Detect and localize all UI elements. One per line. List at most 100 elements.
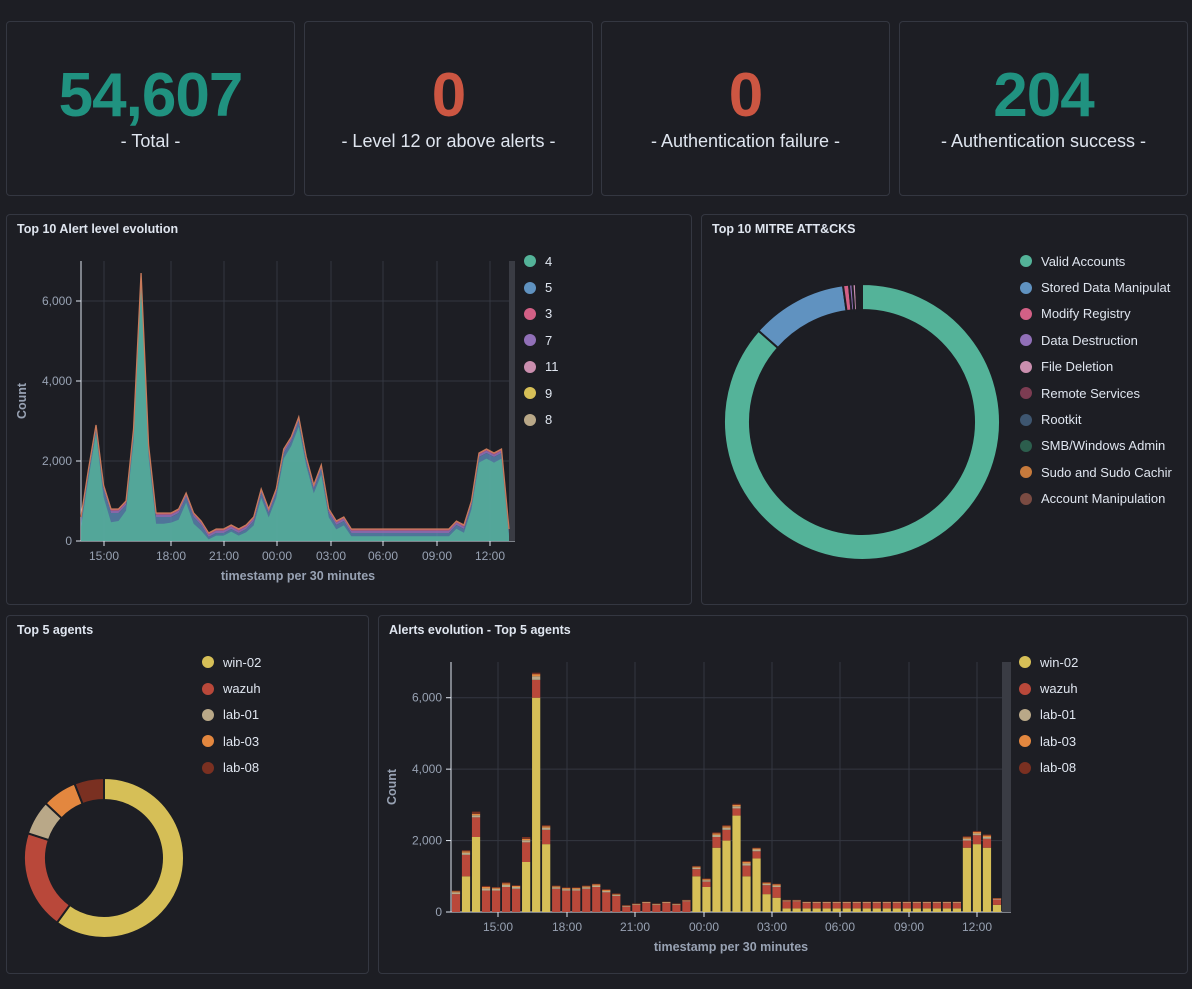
bar-lab-03: [922, 902, 931, 903]
bar-wazuh: [822, 903, 831, 909]
bars-ytick-label: 6,000: [412, 691, 442, 705]
bar-lab-03: [912, 902, 921, 903]
alert-level-legend-item[interactable]: 5: [524, 274, 594, 300]
legend-label: Remote Services: [1041, 385, 1140, 401]
bar-lab-08: [522, 837, 531, 839]
bars-xtick-label: 06:00: [825, 920, 855, 934]
bar-wazuh: [622, 906, 631, 912]
top-agents-legend[interactable]: win-02 wazuh lab-01 lab-03 lab-08: [202, 649, 322, 781]
mitre-donut-chart[interactable]: [702, 245, 1012, 605]
bar-wazuh: [902, 903, 911, 909]
mitre-legend-item[interactable]: Valid Accounts: [1020, 248, 1180, 274]
bar-lab-08: [652, 903, 661, 904]
bar-wazuh: [832, 903, 841, 909]
legend-label: 11: [545, 359, 559, 375]
bar-lab-03: [572, 888, 581, 890]
agents-evolution-legend-item[interactable]: lab-01: [1019, 702, 1139, 728]
bar-wazuh: [712, 837, 721, 848]
legend-label: lab-01: [1040, 707, 1077, 723]
bar-lab-08: [702, 878, 711, 880]
bar-win-02: [752, 858, 761, 912]
legend-dot-icon: [1019, 656, 1031, 669]
mitre-legend[interactable]: Valid Accounts Stored Data Manipulat Modif…: [1020, 248, 1180, 512]
mitre-legend-item[interactable]: Modify Registry: [1020, 301, 1180, 327]
bar-lab-08: [742, 860, 751, 862]
bar-lab-08: [832, 901, 841, 903]
agents-evolution-legend[interactable]: win-02 wazuh lab-01 lab-03 lab-08: [1019, 649, 1139, 781]
area-xlabel: timestamp per 30 minutes: [221, 569, 375, 583]
bar-lab-03: [712, 833, 721, 835]
legend-label: lab-01: [223, 707, 260, 723]
metric-total-card: 54,607 - Total -: [6, 21, 295, 196]
area-xtick-label: 03:00: [316, 549, 346, 563]
bar-lab-03: [512, 885, 521, 887]
bar-wazuh: [652, 904, 661, 912]
bar-wazuh: [501, 887, 511, 912]
bar-win-02: [972, 844, 982, 912]
bar-lab-03: [612, 894, 621, 895]
mitre-legend-item[interactable]: Data Destruction: [1020, 327, 1180, 353]
alert-level-legend-item[interactable]: 3: [524, 301, 594, 327]
mitre-legend-item[interactable]: Account Manipulation: [1020, 486, 1180, 512]
metric-level12-card: 0 - Level 12 or above alerts -: [304, 21, 593, 196]
alert-level-legend-item[interactable]: 7: [524, 327, 594, 353]
mitre-legend-item[interactable]: Rootkit: [1020, 406, 1180, 432]
alert-level-legend[interactable]: 4 5 3 7 11 9 8: [524, 248, 594, 433]
mitre-legend-item[interactable]: File Deletion: [1020, 354, 1180, 380]
agents-legend-item[interactable]: lab-08: [202, 755, 322, 781]
bar-lab-01: [782, 900, 791, 902]
agents-legend-item[interactable]: win-02: [202, 649, 322, 675]
agents-evolution-legend-item[interactable]: lab-03: [1019, 728, 1139, 754]
bar-lab-01: [992, 898, 1002, 900]
bar-wazuh: [702, 881, 711, 887]
bar-lab-08: [572, 887, 581, 889]
bar-wazuh: [612, 895, 621, 912]
legend-dot-icon: [524, 413, 536, 426]
bar-lab-08: [632, 903, 641, 904]
area-xtick-label: 00:00: [262, 549, 292, 563]
metric-auth-success-label: - Authentication success -: [940, 131, 1147, 151]
bar-win-02: [892, 908, 901, 912]
area-xtick-label: 09:00: [422, 549, 452, 563]
bar-lab-08: [562, 887, 571, 889]
bar-wazuh: [552, 888, 561, 912]
bar-lab-08: [932, 901, 941, 903]
bars-xlabel: timestamp per 30 minutes: [654, 940, 808, 954]
agents-evolution-chart[interactable]: 0 2,000 4,000 6,000 15:00 18:00 21:00 00:00 03:0…: [379, 644, 1019, 984]
bar-lab-08: [982, 834, 992, 836]
mitre-legend-item[interactable]: SMB/Windows Admin: [1020, 433, 1180, 459]
agents-legend-item[interactable]: wazuh: [202, 675, 322, 701]
legend-label: Stored Data Manipulat: [1041, 280, 1171, 296]
mitre-legend-item[interactable]: Stored Data Manipulat: [1020, 274, 1180, 300]
bar-lab-01: [682, 900, 691, 902]
bar-wazuh: [632, 904, 641, 912]
legend-dot-icon: [524, 334, 536, 347]
bar-lab-03: [602, 889, 611, 891]
bar-lab-01: [712, 834, 721, 837]
mitre-legend-item[interactable]: Sudo and Sudo Cachir: [1020, 459, 1180, 485]
alert-level-legend-item[interactable]: 11: [524, 354, 594, 380]
agents-evolution-legend-item[interactable]: win-02: [1019, 649, 1139, 675]
legend-label: win-02: [223, 654, 262, 670]
mitre-legend-item[interactable]: Remote Services: [1020, 380, 1180, 406]
bar-win-02: [922, 908, 931, 912]
agents-legend-item[interactable]: lab-03: [202, 728, 322, 754]
legend-label: 4: [545, 253, 553, 269]
top-agents-donut-chart[interactable]: [7, 644, 197, 974]
bar-lab-08: [642, 901, 651, 903]
bar-lab-08: [992, 898, 1002, 899]
alert-level-legend-item[interactable]: 9: [524, 380, 594, 406]
bar-lab-08: [662, 901, 671, 903]
bar-lab-01: [552, 887, 561, 889]
agents-evolution-legend-item[interactable]: lab-08: [1019, 755, 1139, 781]
agents-legend-item[interactable]: lab-01: [202, 702, 322, 728]
mitre-title: Top 10 MITRE ATT&CKS: [712, 222, 856, 236]
legend-label: 3: [545, 306, 553, 322]
area-ylabel: Count: [15, 382, 29, 419]
agents-evolution-legend-item[interactable]: wazuh: [1019, 675, 1139, 701]
alert-level-legend-item[interactable]: 4: [524, 248, 594, 274]
alert-level-legend-item[interactable]: 8: [524, 406, 594, 432]
alert-level-chart[interactable]: 0 2,000 4,000 6,000 15:00 18:00 21:00 00:00 03:0…: [7, 245, 527, 605]
bar-wazuh: [972, 835, 982, 845]
bar-wazuh: [952, 903, 962, 909]
